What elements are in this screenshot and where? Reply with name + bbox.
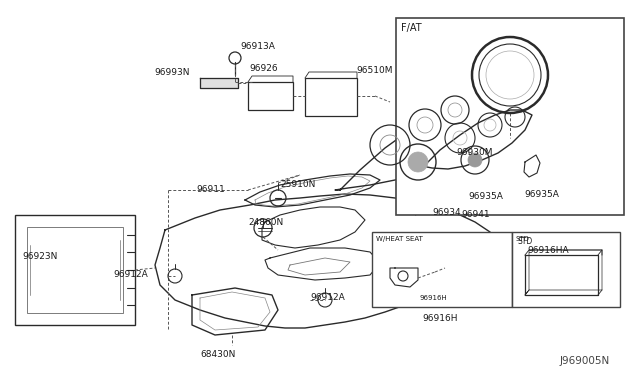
Text: 96916HA: 96916HA bbox=[527, 246, 568, 255]
Text: 68430N: 68430N bbox=[200, 350, 236, 359]
Text: 96935A: 96935A bbox=[468, 192, 503, 201]
Bar bbox=[305, 78, 357, 116]
Text: STD: STD bbox=[517, 237, 532, 246]
Text: 96993N: 96993N bbox=[154, 68, 189, 77]
Bar bbox=[27, 227, 123, 313]
Text: STD: STD bbox=[516, 236, 530, 242]
Text: 96510M: 96510M bbox=[356, 66, 392, 75]
Bar bbox=[248, 82, 293, 110]
Text: 96934: 96934 bbox=[432, 208, 461, 217]
Circle shape bbox=[408, 152, 428, 172]
Text: F/AT: F/AT bbox=[401, 23, 422, 33]
Text: 96926: 96926 bbox=[249, 64, 278, 73]
Text: 96916H: 96916H bbox=[420, 295, 448, 301]
Text: 96916H: 96916H bbox=[422, 314, 458, 323]
Bar bbox=[15, 215, 135, 325]
Text: W/HEAT SEAT: W/HEAT SEAT bbox=[376, 236, 423, 242]
Circle shape bbox=[468, 153, 482, 167]
Text: 96930M: 96930M bbox=[456, 148, 493, 157]
Polygon shape bbox=[200, 78, 238, 88]
Text: 96941: 96941 bbox=[461, 210, 490, 219]
Text: 96913A: 96913A bbox=[240, 42, 275, 51]
Text: 96923N: 96923N bbox=[22, 252, 58, 261]
Text: 96911: 96911 bbox=[196, 185, 225, 194]
Bar bbox=[396, 18, 624, 215]
Bar bbox=[372, 232, 512, 307]
Bar bbox=[512, 232, 620, 307]
Text: J969005N: J969005N bbox=[560, 356, 611, 366]
Text: 25910N: 25910N bbox=[280, 180, 316, 189]
Text: 96912A: 96912A bbox=[113, 270, 148, 279]
Text: 96935A: 96935A bbox=[524, 190, 559, 199]
Text: 24860N: 24860N bbox=[248, 218, 284, 227]
Text: 96912A: 96912A bbox=[310, 293, 345, 302]
